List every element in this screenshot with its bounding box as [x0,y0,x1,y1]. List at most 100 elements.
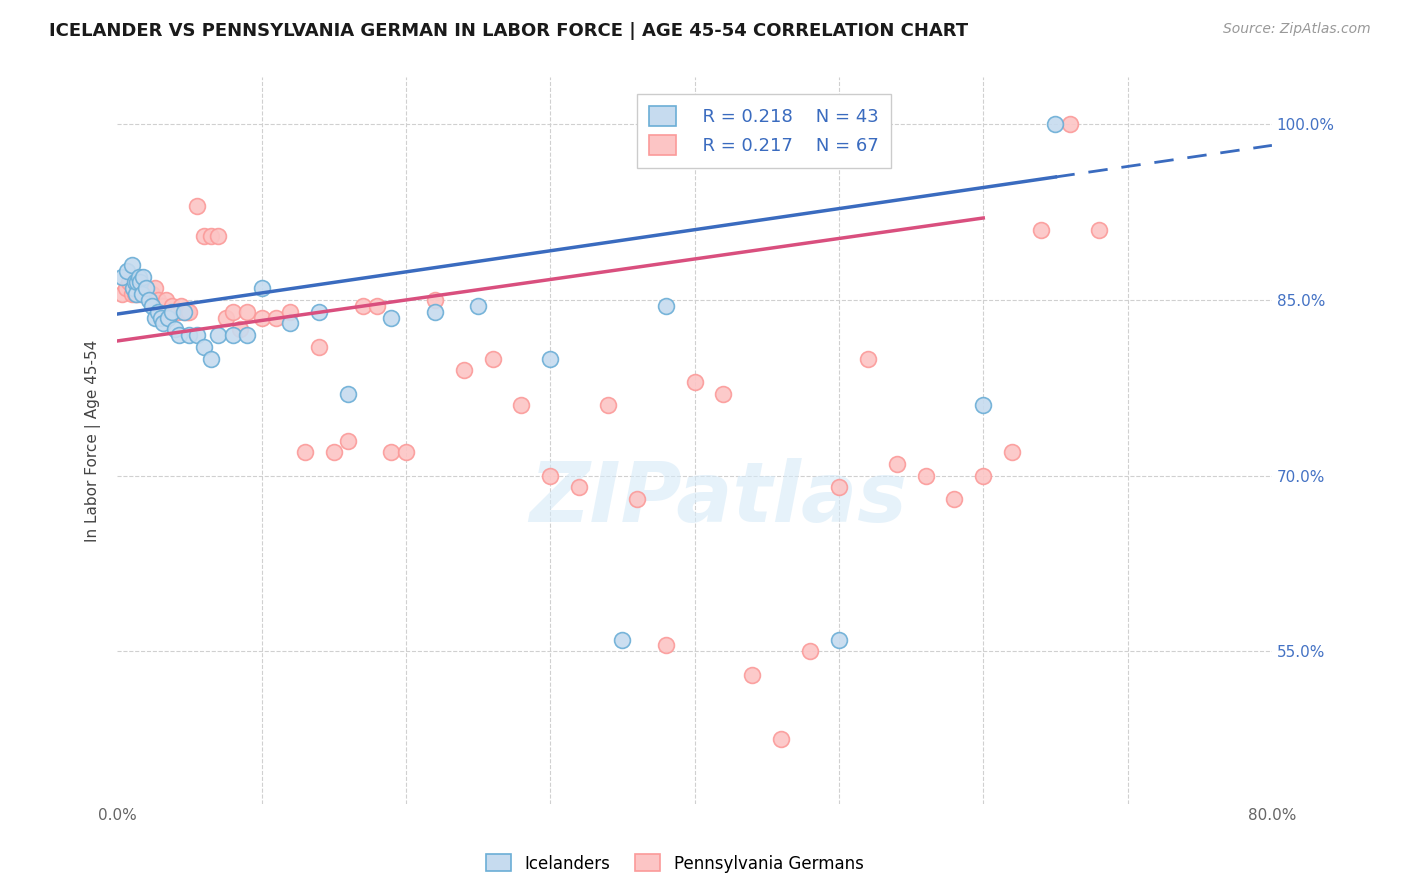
Point [352,299,374,313]
Point [510,398,533,412]
Point [395,445,418,459]
Point [121,287,143,301]
Point [122,281,145,295]
Point [654,639,676,653]
Point [129,287,152,301]
Point [943,492,966,507]
Legend: Icelanders, Pennsylvania Germans: Icelanders, Pennsylvania Germans [479,847,870,880]
Point [799,644,821,658]
Point [222,304,245,318]
Point [380,310,402,325]
Point [173,304,195,318]
Point [160,304,183,318]
Text: ZIPatlas: ZIPatlas [529,458,907,539]
Point [117,263,139,277]
Point [250,281,273,295]
Point [538,351,561,366]
Point [169,328,191,343]
Point [176,304,198,318]
Point [149,310,172,325]
Point [423,304,446,318]
Point [229,322,252,336]
Point [308,304,330,318]
Point [143,310,166,325]
Point [770,732,793,747]
Point [149,299,172,313]
Point [337,386,360,401]
Point [124,276,146,290]
Point [128,269,150,284]
Point [856,351,879,366]
Point [138,287,160,301]
Point [280,304,302,318]
Point [322,445,344,459]
Text: ICELANDER VS PENNSYLVANIA GERMAN IN LABOR FORCE | AGE 45-54 CORRELATION CHART: ICELANDER VS PENNSYLVANIA GERMAN IN LABO… [49,22,969,40]
Point [152,299,174,313]
Point [138,293,160,307]
Point [1087,223,1109,237]
Point [110,269,132,284]
Point [713,386,735,401]
Point [654,299,676,313]
Point [129,276,152,290]
Point [308,340,330,354]
Point [186,328,208,343]
Point [972,468,994,483]
Point [163,322,186,336]
Point [156,310,179,325]
Point [828,632,851,647]
Point [143,281,166,295]
Point [110,287,132,301]
Point [337,434,360,448]
Point [1045,117,1067,131]
Point [280,317,302,331]
Point [125,287,148,301]
Point [157,304,180,318]
Point [127,287,149,301]
Point [222,328,245,343]
Point [131,287,153,301]
Y-axis label: In Labor Force | Age 45-54: In Labor Force | Age 45-54 [86,339,101,541]
Point [155,293,177,307]
Point [453,363,475,377]
Point [118,276,141,290]
Point [179,304,201,318]
Point [135,287,157,301]
Text: Source: ZipAtlas.com: Source: ZipAtlas.com [1223,22,1371,37]
Point [207,328,229,343]
Point [1059,117,1081,131]
Point [141,287,163,301]
Point [193,340,215,354]
Point [972,398,994,412]
Point [163,304,186,318]
Point [141,299,163,313]
Point [214,310,236,325]
Point [236,304,259,318]
Point [152,317,174,331]
Point [186,199,208,213]
Point [170,299,193,313]
Point [250,310,273,325]
Point [467,299,489,313]
Point [828,480,851,494]
Point [1001,445,1024,459]
Point [366,299,388,313]
Point [146,293,169,307]
Point [596,398,619,412]
Point [236,328,259,343]
Point [538,468,561,483]
Point [207,228,229,243]
Point [193,228,215,243]
Point [1029,223,1052,237]
Point [683,375,706,389]
Point [741,667,763,681]
Legend:   R = 0.218    N = 43,   R = 0.217    N = 67: R = 0.218 N = 43, R = 0.217 N = 67 [637,94,891,168]
Point [135,281,157,295]
Point [160,299,183,313]
Point [146,304,169,318]
Point [423,293,446,307]
Point [132,281,155,295]
Point [380,445,402,459]
Point [200,228,222,243]
Point [200,351,222,366]
